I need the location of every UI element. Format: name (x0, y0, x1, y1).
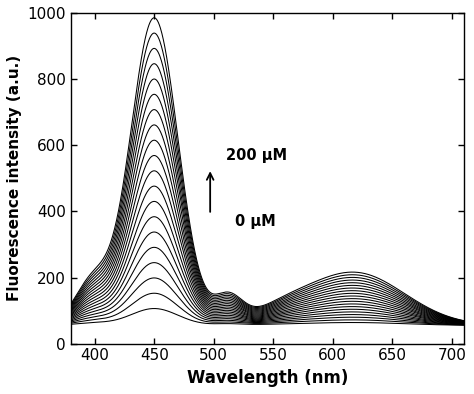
X-axis label: Wavelength (nm): Wavelength (nm) (187, 369, 348, 387)
Y-axis label: Fluorescence intensity (a.u.): Fluorescence intensity (a.u.) (7, 55, 22, 301)
Text: 0 μM: 0 μM (235, 214, 276, 229)
Text: 200 μM: 200 μM (226, 148, 287, 163)
